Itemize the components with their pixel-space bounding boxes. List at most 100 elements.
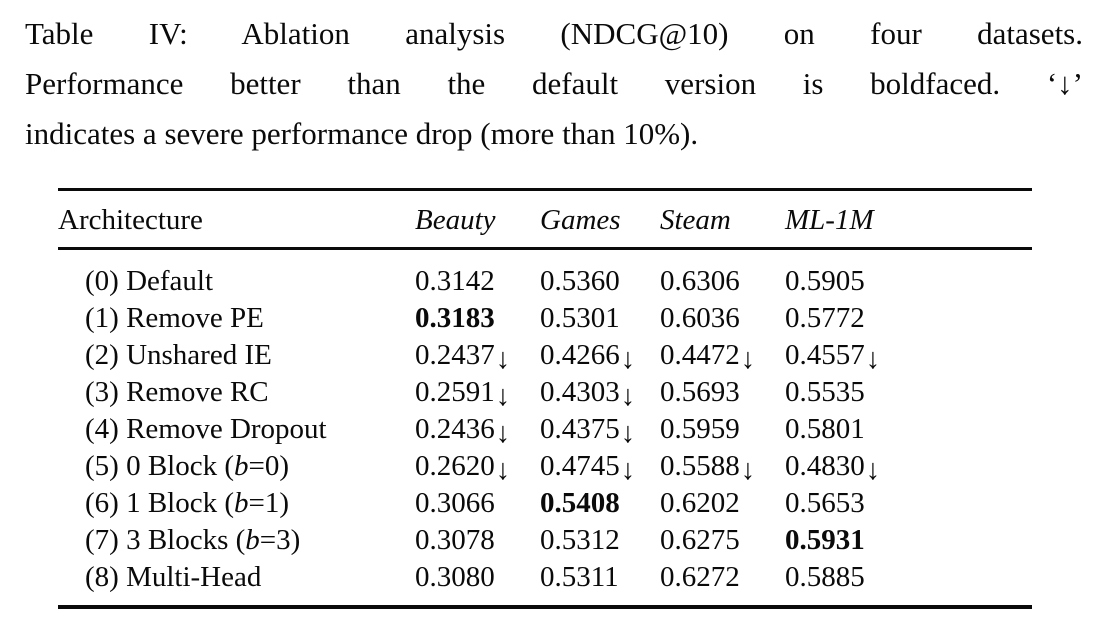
column-header-games: Games — [540, 189, 660, 250]
metric-cell: 0.3183 — [415, 300, 540, 337]
table-row: (7) 3 Blocks (b=3) 0.3078 0.5312 0.6275 0.59… — [58, 522, 1032, 559]
performance-drop-arrow-icon: ↓ — [740, 454, 756, 486]
metric-cell: 0.3142 — [415, 249, 540, 301]
metric-cell: 0.4472↓ — [660, 337, 785, 375]
metric-value: 0.4266 — [540, 339, 620, 371]
metric-cell: 0.5311 — [540, 559, 660, 607]
table-row: (5) 0 Block (b=0) 0.2620↓ 0.4745↓ 0.5588↓ 0.… — [58, 448, 1032, 486]
table-caption: Table IV: Ablation analysis (NDCG@10) on… — [25, 9, 1083, 159]
metric-value: 0.5312 — [540, 524, 620, 556]
metric-value: 0.4557 — [785, 339, 865, 371]
metric-cell: 0.5312 — [540, 522, 660, 559]
metric-value: 0.5588 — [660, 450, 740, 482]
architecture-cell: (7) 3 Blocks (b=3) — [85, 524, 301, 556]
metric-cell: 0.2437↓ — [415, 337, 540, 375]
metric-value-bold: 0.3183 — [415, 302, 495, 334]
architecture-cell: (1) Remove PE — [85, 302, 264, 334]
metric-cell: 0.4745↓ — [540, 448, 660, 486]
metric-value: 0.5801 — [785, 413, 865, 445]
metric-cell: 0.4830↓ — [785, 448, 1032, 486]
metric-value: 0.6306 — [660, 265, 740, 297]
metric-value: 0.6275 — [660, 524, 740, 556]
caption-line-2: Performance better than the default vers… — [25, 66, 1083, 101]
metric-value: 0.2620 — [415, 450, 495, 482]
metric-value: 0.4375 — [540, 413, 620, 445]
column-header-beauty: Beauty — [415, 189, 540, 250]
metric-value: 0.6036 — [660, 302, 740, 334]
metric-value-bold: 0.5408 — [540, 487, 620, 519]
metric-value: 0.2437 — [415, 339, 495, 371]
metric-cell: 0.5408 — [540, 485, 660, 522]
metric-value: 0.4472 — [660, 339, 740, 371]
metric-value: 0.5311 — [540, 561, 619, 593]
metric-value: 0.5535 — [785, 376, 865, 408]
caption-line-3: indicates a severe performance drop (mor… — [25, 116, 699, 151]
metric-cell: 0.4557↓ — [785, 337, 1032, 375]
metric-value: 0.5885 — [785, 561, 865, 593]
architecture-cell: (6) 1 Block (b=1) — [85, 487, 290, 519]
italic-variable: b — [234, 450, 249, 482]
architecture-cell: (3) Remove RC — [85, 376, 269, 408]
metric-cell: 0.6202 — [660, 485, 785, 522]
metric-cell: 0.2436↓ — [415, 411, 540, 449]
metric-value: 0.5959 — [660, 413, 740, 445]
metric-cell: 0.5693 — [660, 374, 785, 411]
ablation-table: Architecture Beauty Games Steam ML-1M (0… — [58, 188, 1032, 609]
performance-drop-arrow-icon: ↓ — [495, 417, 511, 449]
metric-value: 0.4830 — [785, 450, 865, 482]
metric-value: 0.2591 — [415, 376, 495, 408]
architecture-cell: (2) Unshared IE — [85, 339, 272, 371]
metric-cell: 0.5885 — [785, 559, 1032, 607]
metric-cell: 0.5301 — [540, 300, 660, 337]
performance-drop-arrow-icon: ↓ — [865, 343, 881, 375]
metric-cell: 0.3066 — [415, 485, 540, 522]
performance-drop-arrow-icon: ↓ — [495, 343, 511, 375]
metric-value: 0.6272 — [660, 561, 740, 593]
metric-cell: 0.6036 — [660, 300, 785, 337]
performance-drop-arrow-icon: ↓ — [620, 343, 636, 375]
performance-drop-arrow-icon: ↓ — [620, 417, 636, 449]
performance-drop-arrow-icon: ↓ — [495, 380, 511, 412]
italic-variable: b — [234, 487, 249, 519]
performance-drop-arrow-icon: ↓ — [740, 343, 756, 375]
table-header-row: Architecture Beauty Games Steam ML-1M — [58, 189, 1032, 250]
metric-value: 0.4303 — [540, 376, 620, 408]
table-body: (0) Default 0.3142 0.5360 0.6306 0.5905 (1) R… — [58, 249, 1032, 608]
metric-value: 0.5772 — [785, 302, 865, 334]
column-header-architecture: Architecture — [58, 189, 415, 250]
metric-value: 0.5301 — [540, 302, 620, 334]
architecture-cell: (4) Remove Dropout — [85, 413, 327, 445]
architecture-cell: (0) Default — [85, 265, 214, 297]
metric-cell: 0.3078 — [415, 522, 540, 559]
table-row: (6) 1 Block (b=1) 0.3066 0.5408 0.6202 0.565… — [58, 485, 1032, 522]
metric-value: 0.5360 — [540, 265, 620, 297]
metric-cell: 0.4266↓ — [540, 337, 660, 375]
italic-variable: b — [245, 524, 260, 556]
metric-value: 0.5693 — [660, 376, 740, 408]
column-header-steam: Steam — [660, 189, 785, 250]
caption-line-1: Table IV: Ablation analysis (NDCG@10) on… — [25, 16, 1083, 51]
metric-value: 0.4745 — [540, 450, 620, 482]
table-row: (1) Remove PE 0.3183 0.5301 0.6036 0.5772 — [58, 300, 1032, 337]
metric-value: 0.2436 — [415, 413, 495, 445]
metric-cell: 0.2620↓ — [415, 448, 540, 486]
metric-value: 0.3080 — [415, 561, 495, 593]
metric-value: 0.6202 — [660, 487, 740, 519]
metric-value: 0.5653 — [785, 487, 865, 519]
metric-cell: 0.4303↓ — [540, 374, 660, 412]
table-row: (3) Remove RC 0.2591↓ 0.4303↓ 0.5693 0.5535 — [58, 374, 1032, 412]
metric-cell: 0.5535 — [785, 374, 1032, 411]
performance-drop-arrow-icon: ↓ — [495, 454, 511, 486]
metric-cell: 0.5801 — [785, 411, 1032, 448]
table-row: (4) Remove Dropout 0.2436↓ 0.4375↓ 0.5959 0.… — [58, 411, 1032, 449]
metric-value: 0.5905 — [785, 265, 865, 297]
metric-value: 0.3142 — [415, 265, 495, 297]
metric-cell: 0.5959 — [660, 411, 785, 448]
performance-drop-arrow-icon: ↓ — [620, 454, 636, 486]
metric-cell: 0.6306 — [660, 249, 785, 301]
metric-cell: 0.2591↓ — [415, 374, 540, 412]
metric-cell: 0.5360 — [540, 249, 660, 301]
column-header-ml1m: ML-1M — [785, 189, 1032, 250]
metric-cell: 0.6275 — [660, 522, 785, 559]
